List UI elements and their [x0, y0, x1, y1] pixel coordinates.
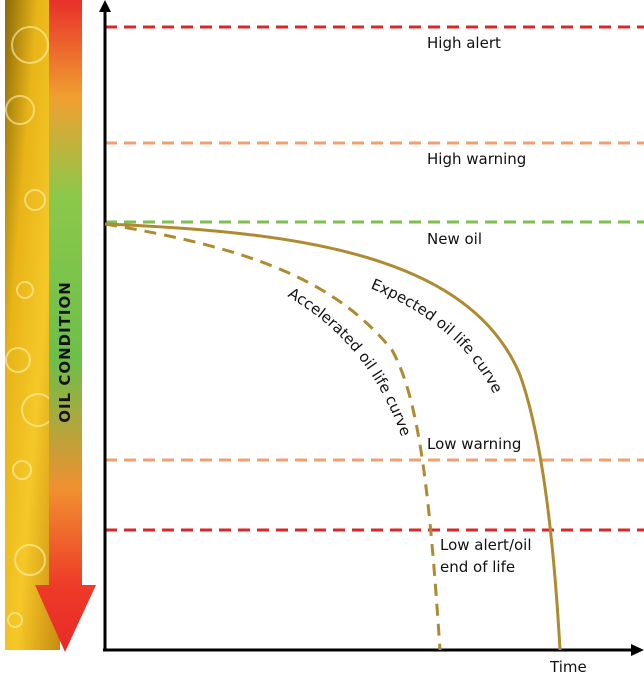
- level-label: Low alert/oil: [440, 536, 532, 554]
- expected-curve: [104, 222, 562, 651]
- level-lines: [105, 25, 644, 532]
- accelerated-curve: [104, 222, 442, 651]
- level-label: New oil: [427, 230, 482, 248]
- level-label: Low warning: [427, 435, 521, 453]
- x-axis-arrow: [631, 644, 644, 656]
- condition-arrow: [35, 0, 96, 652]
- level-label: High warning: [427, 150, 526, 168]
- y-axis-arrow: [99, 0, 111, 12]
- x-axis-label: Time: [549, 658, 587, 676]
- condition-label: OIL CONDITION: [56, 281, 74, 423]
- level-label: High alert: [427, 34, 501, 52]
- level-label: end of life: [440, 558, 515, 576]
